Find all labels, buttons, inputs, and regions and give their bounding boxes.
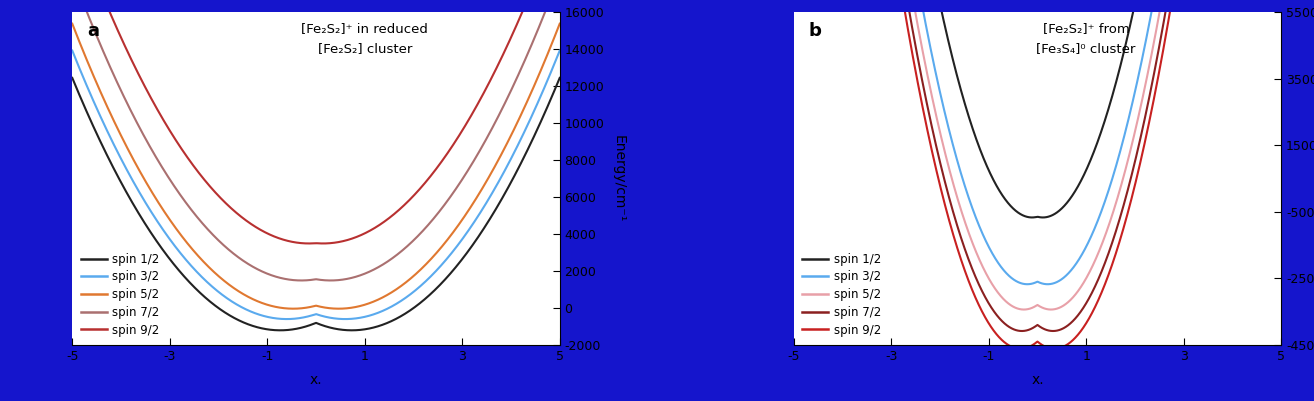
Line: spin 7/2: spin 7/2 [794,0,1281,331]
spin 1/2 [543,98,558,103]
spin 7/2 [251,268,267,273]
Y-axis label: Energy/cm⁻¹: Energy/cm⁻¹ [611,135,625,222]
spin 1/2 [251,325,267,330]
Line: spin 5/2: spin 5/2 [72,24,560,309]
spin 7/2 [1014,328,1030,333]
spin 1/2 [120,192,135,197]
spin 7/2 [972,286,988,291]
Line: spin 9/2: spin 9/2 [794,0,1281,349]
spin 3/2 [1020,282,1035,287]
spin 3/2 [993,265,1009,270]
spin 1/2 [552,75,568,80]
spin 7/2 [120,102,135,107]
spin 7/2 [490,115,506,120]
spin 5/2 [552,21,568,26]
spin 3/2 [552,48,568,53]
spin 9/2 [272,236,288,241]
spin 5/2 [972,260,988,265]
Line: spin 3/2: spin 3/2 [794,0,1281,284]
spin 5/2 [993,295,1009,300]
spin 3/2 [64,48,80,53]
spin 3/2 [272,316,288,321]
spin 9/2 [301,241,317,246]
spin 1/2 [64,75,80,80]
spin 3/2 [251,312,267,317]
spin 5/2 [543,45,558,50]
spin 9/2 [251,227,267,231]
Line: spin 5/2: spin 5/2 [794,0,1281,310]
Text: [Fe₂S₂]⁺ in reduced
[Fe₂S₂] cluster: [Fe₂S₂]⁺ in reduced [Fe₂S₂] cluster [301,22,428,55]
spin 7/2 [293,278,309,283]
spin 7/2 [993,318,1009,323]
spin 5/2 [1016,307,1031,312]
spin 1/2 [148,239,164,244]
spin 5/2 [148,198,164,203]
spin 3/2 [972,227,988,232]
spin 5/2 [285,306,301,311]
spin 9/2 [972,306,988,311]
spin 1/2 [272,328,288,333]
spin 1/2 [972,148,988,153]
spin 5/2 [272,305,288,310]
Line: spin 7/2: spin 7/2 [72,0,560,280]
Text: a: a [87,22,99,40]
Text: x.: x. [310,373,322,387]
spin 9/2 [490,63,506,68]
Line: spin 3/2: spin 3/2 [72,51,560,319]
Line: spin 1/2: spin 1/2 [72,78,560,330]
spin 9/2 [993,338,1009,342]
spin 9/2 [120,50,135,55]
spin 3/2 [120,169,135,174]
Legend: spin 1/2, spin 3/2, spin 5/2, spin 7/2, spin 9/2: spin 1/2, spin 3/2, spin 5/2, spin 7/2, … [800,250,883,339]
spin 5/2 [251,300,267,304]
spin 1/2 [490,203,506,208]
spin 1/2 [272,328,288,333]
spin 1/2 [993,192,1009,197]
Text: x.: x. [1031,373,1043,387]
Line: spin 1/2: spin 1/2 [794,0,1281,217]
Text: [Fe₂S₂]⁺ from
[Fe₃S₄]⁰ cluster: [Fe₂S₂]⁺ from [Fe₃S₄]⁰ cluster [1037,22,1135,55]
Line: spin 9/2: spin 9/2 [72,0,560,243]
spin 7/2 [272,275,288,280]
spin 7/2 [543,0,558,1]
spin 3/2 [279,317,294,322]
spin 9/2 [1013,346,1029,351]
spin 1/2 [1024,215,1039,220]
spin 3/2 [490,181,506,186]
spin 5/2 [490,159,506,164]
Legend: spin 1/2, spin 3/2, spin 5/2, spin 7/2, spin 9/2: spin 1/2, spin 3/2, spin 5/2, spin 7/2, … [78,250,162,339]
Text: b: b [808,22,821,40]
spin 9/2 [148,106,164,111]
spin 3/2 [543,71,558,76]
spin 3/2 [148,218,164,223]
spin 7/2 [148,156,164,161]
spin 5/2 [120,147,135,152]
spin 5/2 [64,21,80,26]
